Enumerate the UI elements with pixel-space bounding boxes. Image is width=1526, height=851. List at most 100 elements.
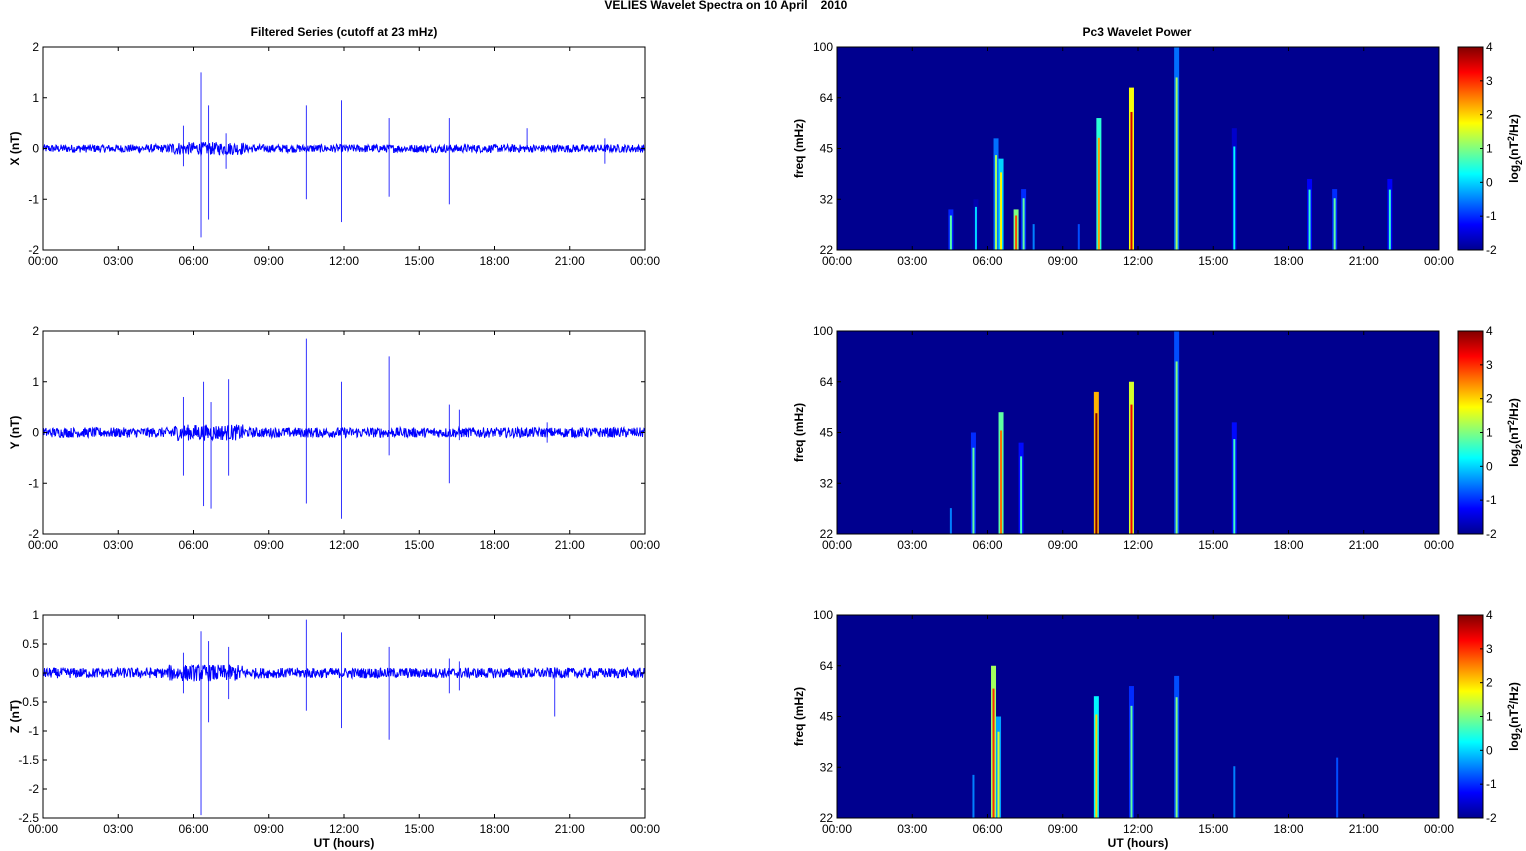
timeseries-ylabel: X (nT) <box>8 132 22 166</box>
wavelet-ytick-label: 22 <box>820 527 834 541</box>
wavelet-event <box>1020 456 1023 534</box>
timeseries-ytick-label: -1 <box>28 192 39 206</box>
wavelet-xtick-label: 03:00 <box>897 538 927 552</box>
timeseries-xtick-label: 00:00 <box>630 538 660 552</box>
colorbar-tick-label: -1 <box>1486 209 1497 223</box>
wavelet-ylabel: freq (mHz) <box>792 403 806 462</box>
wavelet-xtick-label: 06:00 <box>972 822 1002 836</box>
figure-title: VELIES Wavelet Spectra on 10 April 2010 <box>604 0 847 12</box>
timeseries-ytick-label: 0.5 <box>22 637 39 651</box>
colorbar-tick-label: -1 <box>1486 493 1497 507</box>
colorbar-tick-label: -2 <box>1486 811 1497 825</box>
colorbar-tick-label: 4 <box>1486 40 1493 54</box>
wavelet-background <box>837 47 1439 250</box>
timeseries-xtick-label: 00:00 <box>28 538 58 552</box>
timeseries-panel-x: 210-1-200:00 03:00 06:00 09:00 12:00 15:00 18:… <box>8 40 660 268</box>
wavelet-xtick-label: 18:00 <box>1273 822 1303 836</box>
wavelet-event <box>1130 404 1133 534</box>
timeseries-ytick-label: -1 <box>28 476 39 490</box>
wavelet-ytick-label: 64 <box>820 375 834 389</box>
wavelet-xtick-label: 21:00 <box>1349 254 1379 268</box>
colorbar-tick-label: 4 <box>1486 608 1493 622</box>
timeseries-ytick-label: 0 <box>32 426 39 440</box>
wavelet-event <box>1233 766 1236 818</box>
timeseries-xtick-label: 06:00 <box>178 822 208 836</box>
colorbar-tick-label: 1 <box>1486 142 1493 156</box>
wavelet-event <box>972 774 975 818</box>
timeseries-ytick-label: -1 <box>28 724 39 738</box>
wavelet-event <box>1000 172 1003 250</box>
timeseries-xtick-label: 00:00 <box>28 822 58 836</box>
wavelet-xtick-label: 03:00 <box>897 254 927 268</box>
colorbar-tick-label: 3 <box>1486 74 1493 88</box>
timeseries-xtick-label: 21:00 <box>555 822 585 836</box>
wavelet-ytick-label: 100 <box>813 40 833 54</box>
wavelet-ytick-label: 64 <box>820 659 834 673</box>
wavelet-background <box>837 331 1439 534</box>
figure-title-main: VELIES Wavelet Spectra on 10 April <box>604 0 807 12</box>
wavelet-event <box>972 447 975 534</box>
timeseries-ytick-label: 1 <box>32 608 39 622</box>
timeseries-xtick-label: 09:00 <box>254 254 284 268</box>
wavelet-xtick-label: 00:00 <box>822 254 852 268</box>
series-trace <box>42 424 646 442</box>
wavelet-event <box>1175 77 1178 250</box>
wavelet-background <box>837 615 1439 818</box>
timeseries-xtick-label: 03:00 <box>103 254 133 268</box>
wavelet-xtick-label: 09:00 <box>1048 822 1078 836</box>
wavelet-ytick-label: 45 <box>820 426 834 440</box>
timeseries-ytick-label: -2 <box>28 782 39 796</box>
colorbar-tick-label: 0 <box>1486 175 1493 189</box>
timeseries-xtick-label: 00:00 <box>630 822 660 836</box>
colorbar-x: 4 3 2 1 0 -1 -2 log2(nT2/Hz) <box>1457 40 1524 257</box>
timeseries-panel-z: 10.50-0.5-1-1.5-2-2.500:00 03:00 06:00 09:0… <box>8 608 660 850</box>
wavelet-ytick-label: 22 <box>820 811 834 825</box>
colorbar-z: 4 3 2 1 0 -1 -2 log2(nT2/Hz) <box>1457 608 1524 825</box>
timeseries-xtick-label: 18:00 <box>479 254 509 268</box>
colorbar-gradient <box>1457 46 1484 251</box>
wavelet-xtick-label: 15:00 <box>1198 538 1228 552</box>
colorbar-tick-label: -2 <box>1486 243 1497 257</box>
wavelet-xtick-label: 09:00 <box>1048 538 1078 552</box>
wavelet-event <box>974 206 977 250</box>
timeseries-ytick-label: -0.5 <box>18 695 39 709</box>
timeseries-ytick-label: 2 <box>32 324 39 338</box>
timeseries-xtick-label: 12:00 <box>329 538 359 552</box>
timeseries-xtick-label: 15:00 <box>404 254 434 268</box>
wavelet-ylabel: freq (mHz) <box>792 687 806 746</box>
timeseries-ylabel: Y (nT) <box>8 416 22 450</box>
wavelet-event <box>1095 413 1098 534</box>
wavelet-event <box>1032 224 1035 250</box>
wavelet-xtick-label: 12:00 <box>1123 254 1153 268</box>
colorbar-tick-label: 4 <box>1486 324 1493 338</box>
wavelet-event <box>1130 705 1133 818</box>
wavelet-event <box>1000 430 1003 534</box>
timeseries-xtick-label: 06:00 <box>178 254 208 268</box>
colorbar-gradient <box>1457 330 1484 535</box>
timeseries-ytick-label: -2 <box>28 243 39 257</box>
colorbar-label: log2(nT2/Hz) <box>1506 682 1524 751</box>
timeseries-xtick-label: 00:00 <box>630 254 660 268</box>
timeseries-xtick-label: 03:00 <box>103 822 133 836</box>
wavelet-xtick-label: 00:00 <box>822 538 852 552</box>
colorbar-tick-label: 2 <box>1486 108 1493 122</box>
wavelet-ytick-label: 45 <box>820 710 834 724</box>
wavelet-event <box>1015 215 1018 250</box>
wavelet-xtick-label: 18:00 <box>1273 254 1303 268</box>
wavelet-xtick-label: 15:00 <box>1198 822 1228 836</box>
timeseries-xtick-label: 18:00 <box>479 538 509 552</box>
timeseries-xtick-label: 06:00 <box>178 538 208 552</box>
colorbar-gradient <box>1457 614 1484 819</box>
timeseries-plot-area <box>43 615 645 818</box>
wavelet-xtick-label: 06:00 <box>972 254 1002 268</box>
wavelet-event <box>1077 224 1080 250</box>
colorbar-tick-label: 3 <box>1486 358 1493 372</box>
wavelet-event <box>995 155 998 250</box>
panels: 2 1 0 -1 -2 00:00 03:00 06:00 09:00 12:00 15:00 18:… <box>8 40 1524 850</box>
colorbar-tick-label: 2 <box>1486 676 1493 690</box>
timeseries-xtick-label: 03:00 <box>103 538 133 552</box>
wavelet-event <box>1175 361 1178 534</box>
wavelet-event <box>1388 189 1391 250</box>
